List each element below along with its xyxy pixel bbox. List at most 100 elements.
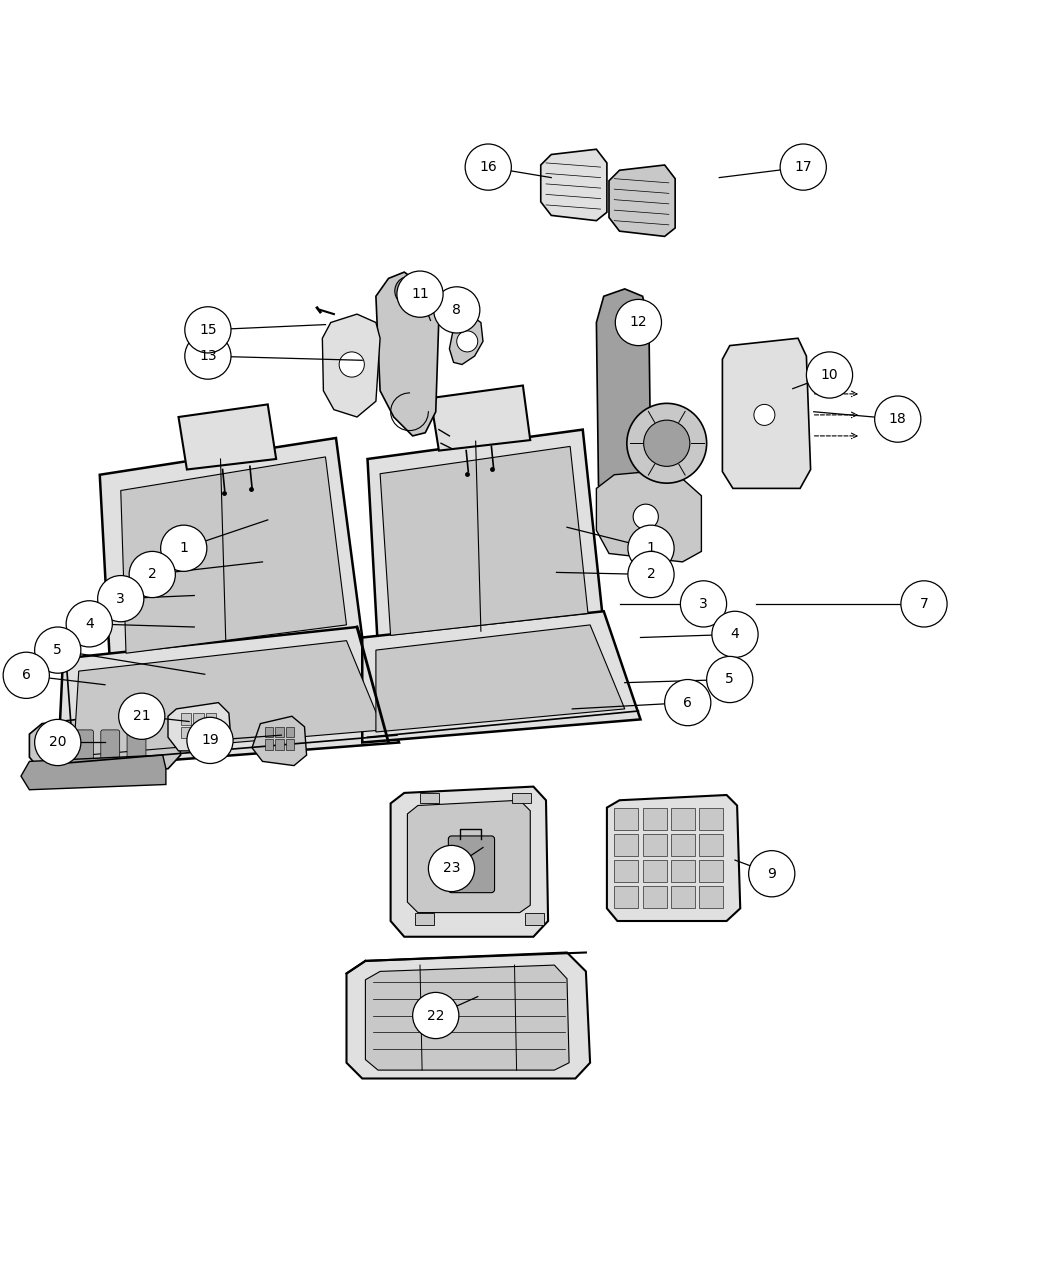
Bar: [265, 727, 273, 737]
Circle shape: [707, 657, 753, 703]
Polygon shape: [362, 611, 640, 742]
Text: 20: 20: [49, 736, 66, 750]
Bar: [275, 727, 284, 737]
Bar: [614, 834, 638, 856]
Circle shape: [806, 352, 853, 398]
Bar: [181, 713, 191, 724]
Text: 19: 19: [202, 733, 218, 747]
Bar: [181, 727, 191, 738]
Circle shape: [628, 551, 674, 598]
Circle shape: [465, 144, 511, 190]
Circle shape: [644, 421, 690, 467]
Bar: [699, 807, 723, 830]
Bar: [525, 913, 544, 926]
Circle shape: [712, 611, 758, 658]
Polygon shape: [100, 439, 362, 669]
Polygon shape: [596, 289, 651, 516]
Polygon shape: [391, 787, 548, 937]
Circle shape: [395, 277, 424, 306]
Text: 9: 9: [768, 867, 776, 881]
Polygon shape: [252, 717, 307, 765]
Circle shape: [428, 845, 475, 891]
Circle shape: [754, 404, 775, 426]
Polygon shape: [29, 709, 181, 771]
Circle shape: [665, 680, 711, 725]
Circle shape: [615, 300, 662, 346]
Bar: [671, 886, 695, 908]
Text: 6: 6: [22, 668, 30, 682]
Bar: [614, 807, 638, 830]
Circle shape: [628, 525, 674, 571]
Text: 1: 1: [647, 542, 655, 555]
Circle shape: [680, 581, 727, 627]
Bar: [614, 886, 638, 908]
FancyBboxPatch shape: [48, 729, 67, 760]
Circle shape: [434, 287, 480, 333]
Circle shape: [161, 525, 207, 571]
Circle shape: [66, 601, 112, 646]
Polygon shape: [449, 315, 483, 365]
FancyBboxPatch shape: [127, 729, 146, 760]
Bar: [193, 713, 204, 724]
Polygon shape: [407, 801, 530, 913]
Polygon shape: [607, 796, 740, 921]
Circle shape: [129, 551, 175, 598]
Polygon shape: [596, 469, 701, 562]
Bar: [206, 713, 216, 724]
Text: 11: 11: [412, 287, 428, 301]
Polygon shape: [121, 456, 346, 653]
Circle shape: [119, 694, 165, 739]
Bar: [643, 834, 667, 856]
Circle shape: [627, 403, 707, 483]
Text: 12: 12: [630, 315, 647, 329]
Text: 15: 15: [200, 323, 216, 337]
Circle shape: [3, 653, 49, 699]
Circle shape: [875, 397, 921, 442]
Bar: [512, 793, 531, 803]
Polygon shape: [346, 952, 590, 1079]
Bar: [671, 807, 695, 830]
Bar: [614, 861, 638, 882]
Circle shape: [397, 272, 443, 317]
Circle shape: [35, 627, 81, 673]
Text: 13: 13: [200, 349, 216, 363]
Text: 6: 6: [684, 696, 692, 710]
Text: 7: 7: [920, 597, 928, 611]
Polygon shape: [541, 149, 607, 221]
Circle shape: [35, 719, 81, 765]
Bar: [286, 727, 294, 737]
Text: 4: 4: [85, 617, 93, 631]
Bar: [415, 913, 434, 926]
Circle shape: [185, 307, 231, 353]
Text: 8: 8: [453, 303, 461, 317]
Text: 16: 16: [480, 161, 497, 175]
Circle shape: [187, 718, 233, 764]
Text: 21: 21: [133, 709, 150, 723]
Text: 10: 10: [821, 368, 838, 382]
Polygon shape: [74, 640, 383, 756]
Circle shape: [749, 850, 795, 896]
Bar: [275, 740, 284, 750]
Bar: [671, 834, 695, 856]
Bar: [699, 886, 723, 908]
Text: 2: 2: [647, 567, 655, 581]
Polygon shape: [178, 404, 276, 469]
Bar: [671, 861, 695, 882]
FancyBboxPatch shape: [448, 836, 495, 892]
Text: 5: 5: [726, 672, 734, 686]
Text: 3: 3: [699, 597, 708, 611]
Circle shape: [901, 581, 947, 627]
Text: 2: 2: [148, 567, 156, 581]
Bar: [286, 740, 294, 750]
Bar: [699, 861, 723, 882]
Text: 5: 5: [54, 643, 62, 657]
Bar: [699, 834, 723, 856]
Bar: [206, 727, 216, 738]
Bar: [643, 886, 667, 908]
FancyBboxPatch shape: [75, 729, 93, 760]
Bar: [265, 740, 273, 750]
Polygon shape: [368, 430, 604, 650]
Text: 18: 18: [889, 412, 906, 426]
Polygon shape: [609, 164, 675, 236]
Circle shape: [98, 575, 144, 622]
